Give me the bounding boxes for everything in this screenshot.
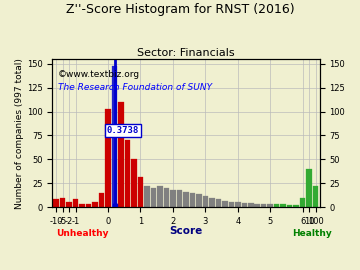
Bar <box>313 186 318 207</box>
Text: ©www.textbiz.org: ©www.textbiz.org <box>58 70 140 79</box>
Text: Unhealthy: Unhealthy <box>56 229 108 238</box>
Bar <box>86 204 91 207</box>
Bar <box>144 186 150 207</box>
Bar <box>125 140 130 207</box>
Bar <box>138 177 143 207</box>
Bar <box>60 198 66 207</box>
Bar <box>196 194 202 207</box>
Bar <box>66 202 72 207</box>
Bar <box>209 198 215 207</box>
Bar <box>73 200 78 207</box>
Bar <box>118 102 124 207</box>
Bar <box>287 205 292 207</box>
Bar <box>255 204 260 207</box>
Bar <box>261 204 266 207</box>
Bar <box>190 193 195 207</box>
Bar <box>157 186 163 207</box>
Bar <box>242 203 247 207</box>
Bar <box>248 203 253 207</box>
Bar <box>222 201 228 207</box>
Bar <box>300 198 305 207</box>
Bar <box>164 188 169 207</box>
Bar <box>216 200 221 207</box>
Bar <box>112 66 117 207</box>
Bar <box>183 192 189 207</box>
Bar <box>229 202 234 207</box>
X-axis label: Score: Score <box>169 226 203 236</box>
Bar <box>105 109 111 207</box>
Bar <box>92 202 98 207</box>
Bar <box>203 195 208 207</box>
Title: Sector: Financials: Sector: Financials <box>137 48 235 58</box>
Bar <box>235 202 240 207</box>
Bar <box>306 169 312 207</box>
Bar <box>131 159 137 207</box>
Bar <box>293 205 299 207</box>
Bar <box>53 200 59 207</box>
Text: 0.3738: 0.3738 <box>107 126 139 135</box>
Bar <box>267 204 273 207</box>
Bar <box>177 190 182 207</box>
Bar <box>151 188 156 207</box>
Text: Z''-Score Histogram for RNST (2016): Z''-Score Histogram for RNST (2016) <box>66 3 294 16</box>
Y-axis label: Number of companies (997 total): Number of companies (997 total) <box>15 58 24 208</box>
Bar <box>99 193 104 207</box>
Bar <box>274 204 279 207</box>
Bar <box>170 190 176 207</box>
Text: Healthy: Healthy <box>293 229 332 238</box>
Bar <box>79 204 85 207</box>
Text: The Research Foundation of SUNY: The Research Foundation of SUNY <box>58 83 212 92</box>
Bar <box>280 204 286 207</box>
